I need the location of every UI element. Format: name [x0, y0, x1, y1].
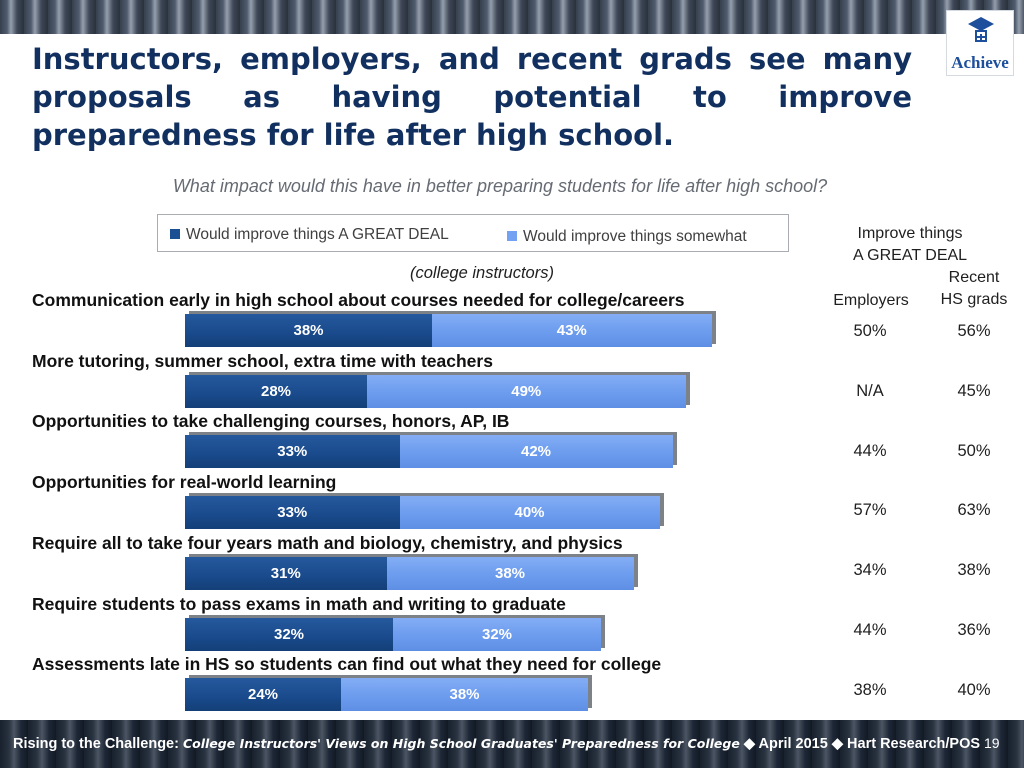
row-label: Opportunities to take challenging course…	[32, 411, 510, 432]
row-label: Communication early in high school about…	[32, 290, 685, 310]
bar-great-deal: 24%	[185, 678, 341, 712]
chart-legend: Would improve things A GREAT DEAL Would …	[157, 214, 789, 252]
bar-somewhat: 42%	[399, 435, 673, 469]
legend-label-somewhat: Would improve things somewhat	[523, 228, 747, 245]
achieve-logo: Achieve	[946, 10, 1014, 76]
bar-great-deal: 28%	[185, 374, 367, 408]
footer-separator-2: ◆	[831, 736, 844, 752]
legend-item-somewhat: Would improve things somewhat	[507, 228, 747, 246]
employers-value: 44%	[853, 441, 887, 460]
right-header-line1: Improve things	[857, 225, 963, 242]
employers-value: 50%	[853, 322, 887, 340]
bar-somewhat: 49%	[367, 374, 686, 408]
page-number: 19	[984, 735, 1000, 751]
employers-value: N/A	[856, 381, 884, 400]
hs-grads-value: 45%	[957, 381, 991, 400]
col-header-hs-grads-line1: Recent	[948, 269, 1000, 286]
legend-label-great-deal: Would improve things A GREAT DEAL	[186, 226, 449, 243]
footer-separator-1: ◆	[743, 736, 755, 752]
page-title: Instructors, employers, and recent grads…	[32, 42, 912, 152]
footer-bar: Rising to the Challenge: College Instruc…	[0, 720, 1024, 768]
col-header-hs-grads: Recent HS grads	[930, 267, 1018, 311]
footer-org: Hart Research/POS	[847, 736, 981, 752]
chart-subtitle: What impact would this have in better pr…	[172, 176, 828, 196]
employers-value: 34%	[853, 561, 887, 580]
footer-overlay	[0, 720, 1024, 768]
bar-somewhat: 43%	[432, 314, 712, 347]
employers-value: 57%	[853, 501, 887, 520]
right-header-great-deal: Improve things A GREAT DEAL	[840, 223, 980, 267]
right-header-line2: A GREAT DEAL	[852, 247, 968, 264]
employers-value: 44%	[853, 621, 887, 639]
top-photo-banner	[0, 0, 1024, 34]
footer-source: Rising to the Challenge: College Instruc…	[13, 736, 980, 752]
group-label: (college instructors)	[410, 264, 554, 282]
hs-grads-value: 38%	[957, 561, 991, 580]
bar-somewhat: 38%	[341, 678, 588, 712]
bar-great-deal: 33%	[185, 496, 400, 530]
hs-grads-value: 50%	[957, 441, 991, 460]
col-header-employers: Employers	[833, 292, 909, 309]
hs-grads-value: 63%	[957, 501, 991, 520]
row-label: More tutoring, summer school, extra time…	[32, 350, 493, 371]
bar-great-deal: 31%	[185, 556, 387, 590]
legend-swatch-great-deal	[170, 229, 180, 239]
footer-date: April 2015	[758, 736, 828, 752]
hs-grads-value: 40%	[957, 680, 991, 699]
bar-great-deal: 38%	[185, 314, 432, 347]
hs-grads-value: 36%	[957, 621, 991, 639]
logo-text: Achieve	[951, 53, 1009, 72]
employers-value: 38%	[853, 680, 887, 699]
footer-source-title: College Instructors' Views on High Schoo…	[182, 736, 740, 751]
row-label: Opportunities for real-world learning	[32, 472, 337, 493]
legend-swatch-somewhat	[507, 231, 517, 241]
row-label: Assessments late in HS so students can f…	[32, 654, 662, 675]
col-header-hs-grads-line2: HS grads	[940, 291, 1008, 308]
hs-grads-value: 56%	[957, 322, 991, 340]
footer-source-prefix: Rising to the Challenge:	[13, 736, 179, 752]
bar-great-deal: 32%	[185, 617, 393, 651]
bar-somewhat: 32%	[393, 617, 601, 651]
bar-somewhat: 38%	[386, 556, 634, 590]
legend-item-great-deal: Would improve things A GREAT DEAL	[170, 226, 449, 244]
bar-great-deal: 33%	[185, 435, 400, 469]
hat-logo-icon	[968, 17, 994, 42]
row-label: Require all to take four years math and …	[32, 532, 623, 553]
row-label: Require students to pass exams in math a…	[32, 593, 566, 614]
bar-somewhat: 40%	[399, 496, 660, 530]
